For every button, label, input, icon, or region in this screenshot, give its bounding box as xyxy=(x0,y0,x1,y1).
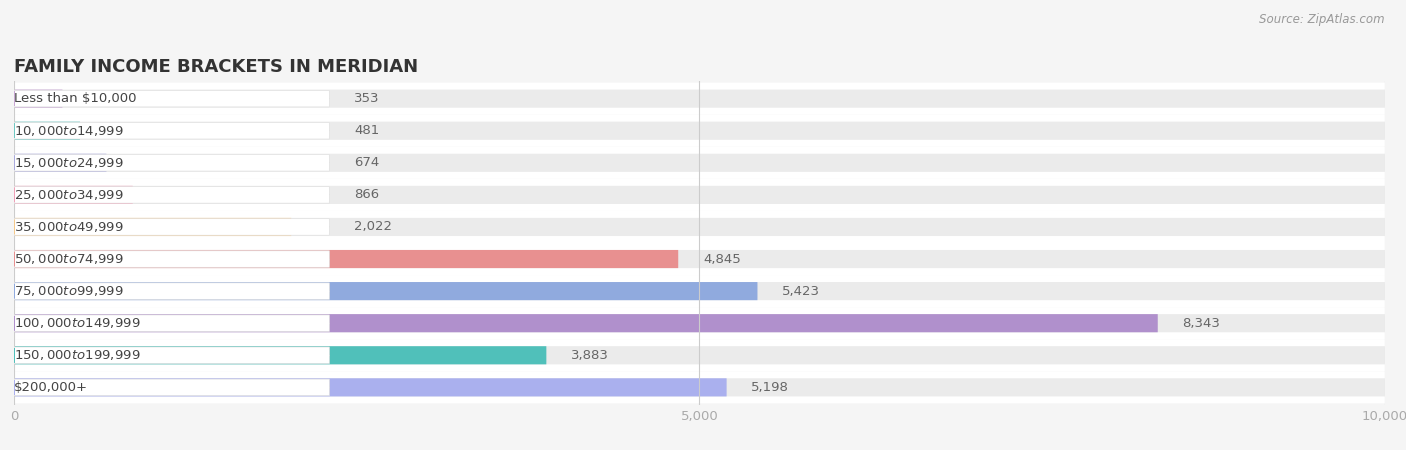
Text: 5,198: 5,198 xyxy=(751,381,789,394)
FancyBboxPatch shape xyxy=(14,122,80,140)
FancyBboxPatch shape xyxy=(14,347,329,364)
Text: 2,022: 2,022 xyxy=(354,220,392,234)
FancyBboxPatch shape xyxy=(14,346,1385,364)
FancyBboxPatch shape xyxy=(14,307,1385,339)
Text: $150,000 to $199,999: $150,000 to $199,999 xyxy=(14,348,141,362)
Text: 3,883: 3,883 xyxy=(571,349,609,362)
Text: $100,000 to $149,999: $100,000 to $149,999 xyxy=(14,316,141,330)
FancyBboxPatch shape xyxy=(14,186,1385,204)
FancyBboxPatch shape xyxy=(14,275,1385,307)
FancyBboxPatch shape xyxy=(14,283,329,299)
FancyBboxPatch shape xyxy=(14,122,329,139)
FancyBboxPatch shape xyxy=(14,371,1385,403)
FancyBboxPatch shape xyxy=(14,218,1385,236)
FancyBboxPatch shape xyxy=(14,314,1157,332)
Text: 866: 866 xyxy=(354,189,380,202)
FancyBboxPatch shape xyxy=(14,83,1385,115)
Text: FAMILY INCOME BRACKETS IN MERIDIAN: FAMILY INCOME BRACKETS IN MERIDIAN xyxy=(14,58,418,76)
FancyBboxPatch shape xyxy=(14,250,1385,268)
FancyBboxPatch shape xyxy=(14,211,1385,243)
FancyBboxPatch shape xyxy=(14,122,1385,140)
FancyBboxPatch shape xyxy=(14,187,329,203)
FancyBboxPatch shape xyxy=(14,115,1385,147)
FancyBboxPatch shape xyxy=(14,219,329,235)
FancyBboxPatch shape xyxy=(14,90,329,107)
Text: $25,000 to $34,999: $25,000 to $34,999 xyxy=(14,188,124,202)
Text: 674: 674 xyxy=(354,156,380,169)
Text: 481: 481 xyxy=(354,124,380,137)
Text: $75,000 to $99,999: $75,000 to $99,999 xyxy=(14,284,124,298)
FancyBboxPatch shape xyxy=(14,186,132,204)
FancyBboxPatch shape xyxy=(14,282,1385,300)
Text: 353: 353 xyxy=(354,92,380,105)
Text: $200,000+: $200,000+ xyxy=(14,381,89,394)
FancyBboxPatch shape xyxy=(14,154,329,171)
Text: $50,000 to $74,999: $50,000 to $74,999 xyxy=(14,252,124,266)
Text: Less than $10,000: Less than $10,000 xyxy=(14,92,136,105)
FancyBboxPatch shape xyxy=(14,378,727,396)
FancyBboxPatch shape xyxy=(14,218,291,236)
FancyBboxPatch shape xyxy=(14,379,329,396)
Text: 5,423: 5,423 xyxy=(782,284,820,297)
Text: 8,343: 8,343 xyxy=(1182,317,1220,330)
FancyBboxPatch shape xyxy=(14,378,1385,396)
FancyBboxPatch shape xyxy=(14,90,62,108)
FancyBboxPatch shape xyxy=(14,250,678,268)
FancyBboxPatch shape xyxy=(14,314,1385,332)
FancyBboxPatch shape xyxy=(14,251,329,267)
FancyBboxPatch shape xyxy=(14,282,758,300)
FancyBboxPatch shape xyxy=(14,154,1385,172)
FancyBboxPatch shape xyxy=(14,154,107,172)
FancyBboxPatch shape xyxy=(14,339,1385,371)
FancyBboxPatch shape xyxy=(14,147,1385,179)
FancyBboxPatch shape xyxy=(14,179,1385,211)
FancyBboxPatch shape xyxy=(14,315,329,332)
Text: 4,845: 4,845 xyxy=(703,252,741,266)
Text: $35,000 to $49,999: $35,000 to $49,999 xyxy=(14,220,124,234)
Text: $10,000 to $14,999: $10,000 to $14,999 xyxy=(14,124,124,138)
FancyBboxPatch shape xyxy=(14,346,547,364)
Text: Source: ZipAtlas.com: Source: ZipAtlas.com xyxy=(1260,14,1385,27)
FancyBboxPatch shape xyxy=(14,90,1385,108)
FancyBboxPatch shape xyxy=(14,243,1385,275)
Text: $15,000 to $24,999: $15,000 to $24,999 xyxy=(14,156,124,170)
